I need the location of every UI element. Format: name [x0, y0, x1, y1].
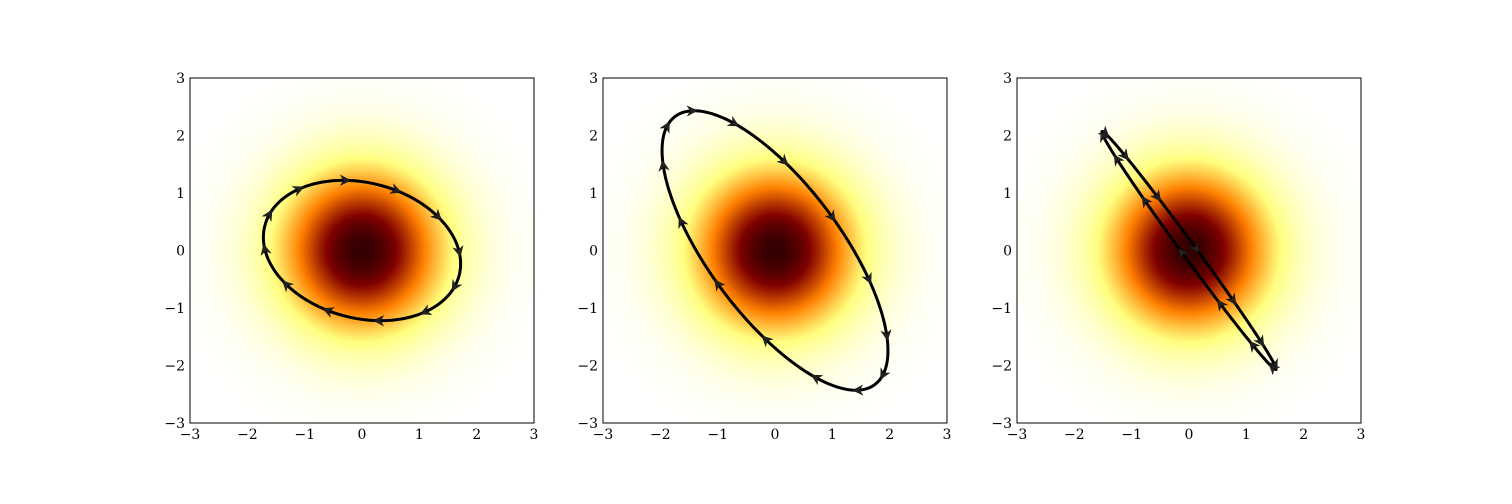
direction-arrow	[824, 209, 836, 222]
subplot-2: −3 −2 −1 0 1 2 3 −3 −2 −1 0 1 2 3	[577, 71, 951, 443]
axes-overlay: −3 −2 −1 0 1 2 3 −3 −2 −1 0 1 2 3	[164, 71, 538, 443]
direction-arrow	[861, 271, 872, 285]
y-tick-label: −2	[577, 359, 598, 375]
heatmap-image	[190, 78, 534, 423]
y-tick-label: 1	[589, 186, 598, 202]
axes-frame	[602, 77, 948, 424]
y-tick-label: −3	[577, 416, 598, 432]
y-tick-label: 2	[1003, 129, 1012, 145]
direction-arrow	[260, 243, 272, 256]
axes-frame	[189, 77, 535, 424]
x-tick-label: 1	[415, 427, 424, 443]
x-tick-label: 2	[472, 427, 481, 443]
y-tick-label: −2	[991, 359, 1012, 375]
y-tick-label: 2	[176, 129, 185, 145]
y-tick-label: 0	[1003, 244, 1012, 260]
direction-arrow	[1113, 154, 1125, 167]
direction-arrow	[658, 159, 670, 172]
y-tick-label: −3	[164, 416, 185, 432]
direction-arrow	[372, 315, 385, 327]
x-tick-label: −2	[650, 427, 671, 443]
direction-arrow	[1249, 340, 1261, 353]
y-tick-label: 0	[589, 244, 598, 260]
direction-arrow	[389, 183, 402, 194]
x-tick-label: −1	[707, 427, 728, 443]
x-tick-label: 3	[530, 427, 539, 443]
y-tick-label: 2	[589, 129, 598, 145]
direction-arrow	[880, 329, 892, 342]
x-tick-label: −1	[1121, 427, 1142, 443]
direction-arrow	[1188, 240, 1200, 254]
direction-arrow	[451, 278, 463, 292]
direction-arrow	[1268, 363, 1281, 376]
direction-arrow	[761, 335, 774, 348]
direction-arrow	[659, 121, 670, 134]
direction-arrow	[1149, 189, 1162, 202]
direction-arrow	[452, 245, 464, 258]
ellipse-curve	[660, 109, 890, 392]
x-tick-label: 1	[1242, 427, 1251, 443]
y-tick-label: 0	[176, 244, 185, 260]
heatmap-image	[1017, 78, 1361, 423]
y-tick-label: 1	[1003, 186, 1012, 202]
y-tick-label: −1	[577, 301, 598, 317]
direction-arrow	[726, 115, 740, 127]
direction-arrow	[852, 384, 864, 396]
direction-arrow	[1178, 247, 1190, 261]
direction-arrow	[810, 374, 824, 386]
direction-arrow	[1225, 292, 1237, 305]
direction-arrow	[322, 307, 335, 318]
y-tick-label: −1	[164, 301, 185, 317]
direction-arrow	[1253, 334, 1265, 347]
x-tick-label: 0	[358, 427, 367, 443]
direction-arrow	[776, 153, 789, 166]
x-tick-label: 2	[1299, 427, 1308, 443]
direction-arrow	[880, 367, 891, 380]
axes-overlay: −3 −2 −1 0 1 2 3 −3 −2 −1 0 1 2 3	[577, 71, 951, 443]
y-tick-label: 3	[1003, 71, 1012, 87]
x-tick-label: 2	[885, 427, 894, 443]
x-tick-label: −1	[294, 427, 315, 443]
y-tick-label: −2	[164, 359, 185, 375]
x-tick-label: 1	[828, 427, 837, 443]
subplot-3: −3 −2 −1 0 1 2 3 −3 −2 −1 0 1 2 3	[991, 71, 1365, 443]
y-tick-label: −3	[991, 416, 1012, 432]
direction-arrow	[1117, 148, 1129, 161]
y-tick-label: −1	[991, 301, 1012, 317]
x-tick-label: −3	[1007, 427, 1028, 443]
x-tick-label: 0	[771, 427, 780, 443]
direction-arrow	[1100, 130, 1111, 144]
y-tick-label: 1	[176, 186, 185, 202]
direction-arrow	[282, 280, 295, 293]
direction-arrow	[714, 279, 726, 292]
direction-arrow	[429, 208, 442, 221]
subplot-1: −3 −2 −1 0 1 2 3 −3 −2 −1 0 1 2 3	[164, 71, 538, 443]
y-tick-label: 3	[589, 71, 598, 87]
direction-arrow	[686, 105, 698, 117]
ellipse-curve	[261, 178, 463, 323]
ellipse-curve	[1100, 129, 1278, 372]
direction-arrow	[339, 174, 352, 186]
x-tick-label: −3	[593, 427, 614, 443]
x-tick-label: −2	[237, 427, 258, 443]
x-tick-label: 3	[943, 427, 952, 443]
x-tick-label: 0	[1185, 427, 1194, 443]
direction-arrow	[291, 186, 305, 197]
direction-arrow	[1141, 196, 1153, 209]
x-tick-label: 3	[1357, 427, 1366, 443]
y-tick-label: 3	[176, 71, 185, 87]
x-tick-label: −2	[1064, 427, 1085, 443]
axes-overlay: −3 −2 −1 0 1 2 3 −3 −2 −1 0 1 2 3	[991, 71, 1365, 443]
direction-arrow	[261, 209, 273, 223]
heatmap-image	[603, 78, 947, 423]
direction-arrow	[419, 304, 433, 315]
x-tick-label: −3	[180, 427, 201, 443]
axes-frame	[1016, 77, 1362, 424]
direction-arrow	[1216, 299, 1229, 312]
direction-arrow	[678, 216, 689, 230]
